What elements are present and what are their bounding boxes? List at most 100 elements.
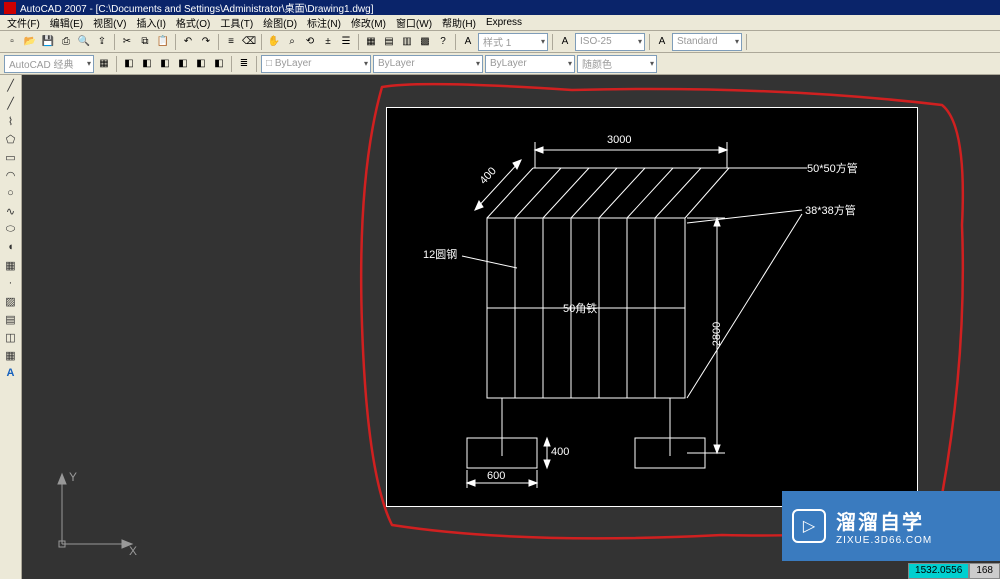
copy-button[interactable]: ⧉	[137, 34, 153, 50]
hatch-tool[interactable]: ▨	[3, 293, 19, 309]
freeze-button[interactable]: ◧	[175, 56, 191, 72]
tool-palettes-button[interactable]: ▤	[381, 34, 397, 50]
dim-600: 600	[487, 470, 505, 482]
window-title: AutoCAD 2007 - [C:\Documents and Setting…	[20, 0, 374, 15]
layer-filter-button[interactable]: ◧	[139, 56, 155, 72]
play-icon: ▷	[792, 509, 826, 543]
layer-props-button[interactable]: ◧	[157, 56, 173, 72]
spline-tool[interactable]: ∿	[3, 203, 19, 219]
ucs-x-label: X	[129, 544, 137, 558]
combo-ByLayer[interactable]: □ ByLayer	[261, 55, 371, 73]
block-tool[interactable]: ▦	[3, 257, 19, 273]
dim-400-base: 400	[551, 446, 569, 458]
save-button[interactable]: 💾	[40, 34, 56, 50]
match-button[interactable]: ≡	[223, 34, 239, 50]
publish-button[interactable]: ⇪	[94, 34, 110, 50]
style-pick-icon[interactable]: A	[654, 34, 670, 50]
ucs-y-label: Y	[69, 470, 77, 484]
pan-button[interactable]: ✋	[266, 34, 282, 50]
separator	[114, 34, 115, 50]
file-new-button[interactable]: ▫	[4, 34, 20, 50]
watermark: ▷ 溜溜自学 ZIXUE.3D66.COM	[782, 491, 1000, 561]
menu-视图(V)[interactable]: 视图(V)	[88, 14, 131, 31]
combo-ByLayer[interactable]: ByLayer	[373, 55, 483, 73]
undo-button[interactable]: ↶	[180, 34, 196, 50]
circle-tool[interactable]: ○	[3, 185, 19, 201]
status-coord: 1532.0556	[908, 563, 969, 579]
label-50angle: 50角铁	[563, 300, 597, 316]
status-other: 168	[969, 563, 1000, 579]
line-tool[interactable]: ╱	[3, 77, 19, 93]
zoom-prev-button[interactable]: ⟲	[302, 34, 318, 50]
help-button[interactable]: ?	[435, 34, 451, 50]
mtext-tool[interactable]: A	[3, 365, 19, 381]
model-space[interactable]: 3000 400 2800 400 600 50*50方管 38*38方管 12…	[22, 75, 1000, 579]
separator	[358, 34, 359, 50]
title-bar: AutoCAD 2007 - [C:\Documents and Setting…	[0, 0, 1000, 15]
menu-Express[interactable]: Express	[481, 16, 527, 29]
drawing-area-container: ╱ ╱ ⌇ ⬠ ▭ ◠ ○ ∿ ⬭ ◖ ▦ · ▨ ▤ ◫ ▦ A	[0, 75, 1000, 579]
rect-tool[interactable]: ▭	[3, 149, 19, 165]
draw-toolbar: ╱ ╱ ⌇ ⬠ ▭ ◠ ○ ∿ ⬭ ◖ ▦ · ▨ ▤ ◫ ▦ A	[0, 75, 22, 579]
style-pick-icon[interactable]: A	[557, 34, 573, 50]
props-button[interactable]: ☰	[338, 34, 354, 50]
pline-tool[interactable]: ⌇	[3, 113, 19, 129]
gradient-tool[interactable]: ▤	[3, 311, 19, 327]
designcenter-button[interactable]: ▦	[363, 34, 379, 50]
lock-button[interactable]: ◧	[193, 56, 209, 72]
eraser-button[interactable]: ⌫	[241, 34, 257, 50]
menu-工具(T)[interactable]: 工具(T)	[215, 14, 258, 31]
menu-帮助(H)[interactable]: 帮助(H)	[437, 14, 481, 31]
separator	[175, 34, 176, 50]
combo-ISO-25[interactable]: ISO-25	[575, 33, 645, 51]
table-tool[interactable]: ▦	[3, 347, 19, 363]
combo-Standard[interactable]: Standard	[672, 33, 742, 51]
menu-窗口(W)[interactable]: 窗口(W)	[391, 14, 437, 31]
watermark-en: ZIXUE.3D66.COM	[836, 535, 932, 546]
layer-manager-icon[interactable]: ≣	[236, 56, 252, 72]
zoom-window-button[interactable]: ⌕	[284, 34, 300, 50]
menu-绘图(D)[interactable]: 绘图(D)	[258, 14, 302, 31]
label-12round: 12圆钢	[423, 246, 457, 262]
redo-button[interactable]: ↷	[198, 34, 214, 50]
toolbar-layers: AutoCAD 经典▦◧◧◧◧◧◧≣□ ByLayerByLayerByLaye…	[0, 53, 1000, 75]
arc-tool[interactable]: ◠	[3, 167, 19, 183]
separator	[218, 34, 219, 50]
watermark-cn: 溜溜自学	[836, 506, 932, 535]
paste-button[interactable]: 📋	[155, 34, 171, 50]
region-tool[interactable]: ◫	[3, 329, 19, 345]
workspace-combo[interactable]: AutoCAD 经典	[4, 55, 94, 73]
preview-button[interactable]: 🔍	[76, 34, 92, 50]
menu-标注(N)[interactable]: 标注(N)	[302, 14, 346, 31]
separator	[261, 34, 262, 50]
menu-文件(F)[interactable]: 文件(F)	[2, 14, 45, 31]
layer-state-button[interactable]: ◧	[121, 56, 137, 72]
ellipse-arc-tool[interactable]: ◖	[3, 239, 19, 255]
file-open-button[interactable]: 📂	[22, 34, 38, 50]
menu-格式(O)[interactable]: 格式(O)	[171, 14, 215, 31]
menu-bar: 文件(F)编辑(E)视图(V)插入(I)格式(O)工具(T)绘图(D)标注(N)…	[0, 15, 1000, 31]
label-38x38: 38*38方管	[805, 202, 856, 218]
color-button[interactable]: ◧	[211, 56, 227, 72]
menu-编辑(E)[interactable]: 编辑(E)	[45, 14, 88, 31]
combo-随颜色[interactable]: 随颜色	[577, 55, 657, 73]
combo-样式 1[interactable]: 样式 1	[478, 33, 548, 51]
calc-button[interactable]: ▩	[417, 34, 433, 50]
label-50x50: 50*50方管	[807, 160, 858, 176]
style-pick-icon[interactable]: A	[460, 34, 476, 50]
menu-插入(I)[interactable]: 插入(I)	[131, 14, 170, 31]
cut-button[interactable]: ✂	[119, 34, 135, 50]
sheet-set-button[interactable]: ▥	[399, 34, 415, 50]
status-badges: 1532.0556 168	[908, 563, 1000, 579]
dim-2800: 2800	[711, 322, 723, 346]
menu-修改(M)[interactable]: 修改(M)	[346, 14, 391, 31]
xline-tool[interactable]: ╱	[3, 95, 19, 111]
ellipse-tool[interactable]: ⬭	[3, 221, 19, 237]
combo-ByLayer[interactable]: ByLayer	[485, 55, 575, 73]
print-button[interactable]: ⎙	[58, 34, 74, 50]
polygon-tool[interactable]: ⬠	[3, 131, 19, 147]
app-icon	[4, 2, 16, 14]
workspace-settings-icon[interactable]: ▦	[96, 56, 112, 72]
point-tool[interactable]: ·	[3, 275, 19, 291]
zoom-realtime-button[interactable]: ±	[320, 34, 336, 50]
